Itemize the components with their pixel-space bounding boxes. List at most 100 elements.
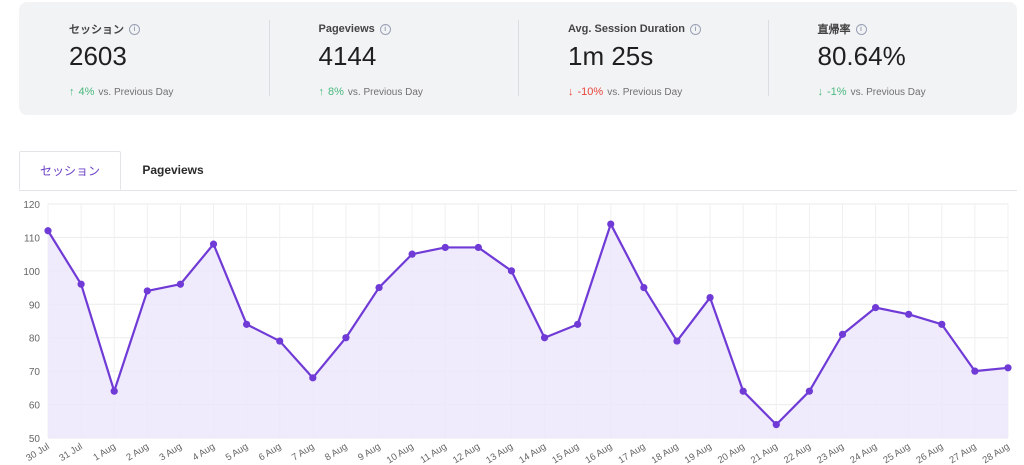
y-tick-label: 120: [23, 200, 40, 211]
data-point: [805, 387, 813, 395]
arrow-down-icon: ↓: [568, 86, 574, 98]
x-tick-label: 19 Aug: [683, 441, 714, 465]
stat-value: 4144: [318, 41, 377, 71]
stat-value: 80.64%: [817, 41, 906, 71]
data-point: [1004, 364, 1012, 372]
x-tick-label: 6 Aug: [257, 441, 283, 463]
x-tick-label: 9 Aug: [356, 441, 382, 463]
x-tick-label: 3 Aug: [158, 441, 184, 463]
stats-panel: セッション i 2603 ↑ 4% vs. Previous Day Pagevi…: [19, 2, 1017, 115]
x-tick-label: 17 Aug: [617, 441, 648, 465]
data-point: [673, 337, 681, 345]
data-point: [209, 240, 218, 248]
arrow-up-icon: ↑: [318, 86, 325, 98]
x-tick-label: 15 Aug: [550, 441, 581, 465]
stat-delta: ↓ -10% vs. Previous Day: [568, 86, 768, 98]
x-tick-label: 12 Aug: [451, 441, 482, 465]
y-tick-label: 50: [29, 434, 41, 445]
stat-card-pageviews: Pageviews i 4144 ↑ 8% vs. Previous Day: [268, 2, 519, 115]
x-tick-label: 23 Aug: [815, 441, 846, 465]
data-point: [176, 280, 185, 288]
data-point: [342, 334, 350, 342]
stat-label: 直帰率: [817, 24, 851, 36]
data-point: [441, 243, 449, 252]
data-point: [44, 227, 52, 235]
x-tick-label: 10 Aug: [385, 441, 416, 465]
data-point: [474, 243, 482, 252]
data-point: [276, 337, 284, 345]
x-tick-label: 26 Aug: [914, 441, 945, 465]
stat-delta: ↑ 8% vs. Previous Day: [319, 86, 519, 98]
x-tick-label: 31 Jul: [57, 441, 84, 464]
stat-label: Avg. Session Duration: [568, 23, 685, 35]
y-tick-label: 100: [23, 267, 40, 278]
delta-value: -10%: [577, 86, 604, 98]
chart-area: 50 60 70 80 90 100 110 120 30 Jul 31 Jul 1 Aug 2 Au…: [0, 190, 1024, 465]
data-point: [838, 330, 847, 338]
x-tick-label: 5 Aug: [224, 441, 250, 463]
info-icon[interactable]: i: [855, 23, 867, 35]
data-point: [706, 294, 714, 302]
y-tick-label: 60: [29, 401, 41, 412]
data-point: [607, 220, 615, 228]
x-tick-label: 25 Aug: [881, 441, 912, 465]
delta-value: 4%: [78, 86, 95, 98]
delta-value: -1%: [827, 86, 847, 98]
stat-card-avg-session-duration: Avg. Session Duration i 1m 25s ↓ -10% vs.…: [518, 2, 768, 115]
x-tick-label: 1 Aug: [91, 441, 117, 463]
x-tick-label: 8 Aug: [323, 441, 349, 463]
x-tick-label: 27 Aug: [948, 441, 979, 465]
x-tick-label: 21 Aug: [749, 441, 780, 465]
x-tick-label: 20 Aug: [716, 441, 747, 465]
data-point: [971, 367, 979, 375]
info-icon[interactable]: i: [129, 23, 140, 35]
tab-pageviews[interactable]: Pageviews: [142, 163, 204, 177]
x-tick-label: 4 Aug: [191, 441, 217, 463]
y-tick-label: 90: [29, 300, 41, 311]
x-tick-label: 28 Aug: [981, 441, 1012, 465]
data-point: [408, 250, 416, 258]
x-tick-label: 13 Aug: [484, 441, 515, 465]
x-tick-label: 11 Aug: [419, 441, 449, 465]
x-tick-label: 24 Aug: [848, 441, 879, 465]
data-point: [739, 387, 747, 395]
info-icon[interactable]: i: [379, 23, 391, 35]
delta-value: 8%: [328, 86, 344, 98]
data-point: [540, 334, 549, 342]
stat-delta: ↑ 4% vs. Previous Day: [69, 86, 269, 98]
x-tick-label: 7 Aug: [290, 441, 316, 463]
x-tick-label: 14 Aug: [517, 441, 548, 465]
delta-suffix: vs. Previous Day: [850, 86, 926, 98]
data-point: [309, 374, 317, 382]
x-tick-label: 22 Aug: [782, 441, 813, 465]
y-tick-label: 70: [29, 367, 41, 378]
arrow-down-icon: ↓: [817, 86, 824, 98]
series-line: [47, 222, 1009, 426]
data-point: [243, 320, 251, 328]
stat-value: 1m 25s: [568, 41, 654, 71]
stat-label: セッション: [69, 24, 124, 36]
chart-tabs: セッション Pageviews: [19, 151, 1017, 191]
stat-value: 2603: [69, 41, 127, 71]
info-icon[interactable]: i: [689, 23, 701, 35]
delta-suffix: vs. Previous Day: [98, 86, 174, 98]
data-point: [110, 387, 118, 395]
data-point: [905, 310, 913, 318]
y-tick-label: 80: [29, 334, 41, 345]
delta-suffix: vs. Previous Day: [347, 86, 423, 98]
stat-card-bounce-rate: 直帰率 i 80.64% ↓ -1% vs. Previous Day: [767, 2, 1018, 115]
stat-label: Pageviews: [318, 23, 375, 35]
data-point: [375, 283, 383, 292]
data-point: [574, 320, 582, 328]
stat-card-sessions: セッション i 2603 ↑ 4% vs. Previous Day: [19, 2, 269, 115]
arrow-up-icon: ↑: [69, 86, 75, 98]
data-point: [77, 280, 85, 288]
x-tick-label: 16 Aug: [583, 441, 614, 465]
tab-sessions[interactable]: セッション: [19, 151, 121, 190]
delta-suffix: vs. Previous Day: [607, 86, 683, 98]
data-point: [640, 283, 648, 292]
data-point: [507, 267, 516, 275]
data-point: [143, 287, 151, 295]
stat-delta: ↓ -1% vs. Previous Day: [818, 86, 1018, 98]
